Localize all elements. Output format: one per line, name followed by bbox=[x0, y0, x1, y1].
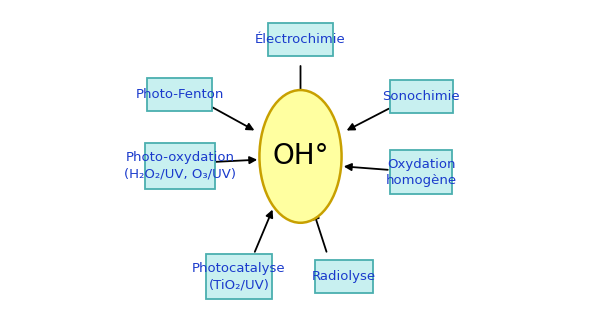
Text: Radiolyse: Radiolyse bbox=[312, 270, 376, 283]
FancyBboxPatch shape bbox=[315, 260, 373, 293]
FancyBboxPatch shape bbox=[389, 80, 453, 113]
FancyBboxPatch shape bbox=[145, 143, 215, 189]
Text: Photo-oxydation
(H₂O₂/UV, O₃/UV): Photo-oxydation (H₂O₂/UV, O₃/UV) bbox=[124, 151, 236, 180]
Text: Sonochimie: Sonochimie bbox=[382, 90, 460, 103]
Ellipse shape bbox=[260, 90, 341, 223]
Text: OH°: OH° bbox=[272, 143, 329, 170]
FancyBboxPatch shape bbox=[206, 254, 272, 299]
FancyBboxPatch shape bbox=[147, 78, 212, 112]
Text: Électrochimie: Électrochimie bbox=[255, 33, 346, 46]
Text: Photocatalyse
(TiO₂/UV): Photocatalyse (TiO₂/UV) bbox=[192, 262, 285, 291]
FancyBboxPatch shape bbox=[391, 150, 452, 194]
Text: Photo-Fenton: Photo-Fenton bbox=[136, 88, 224, 101]
FancyBboxPatch shape bbox=[268, 23, 333, 56]
Text: Oxydation
homogène: Oxydation homogène bbox=[386, 158, 457, 187]
